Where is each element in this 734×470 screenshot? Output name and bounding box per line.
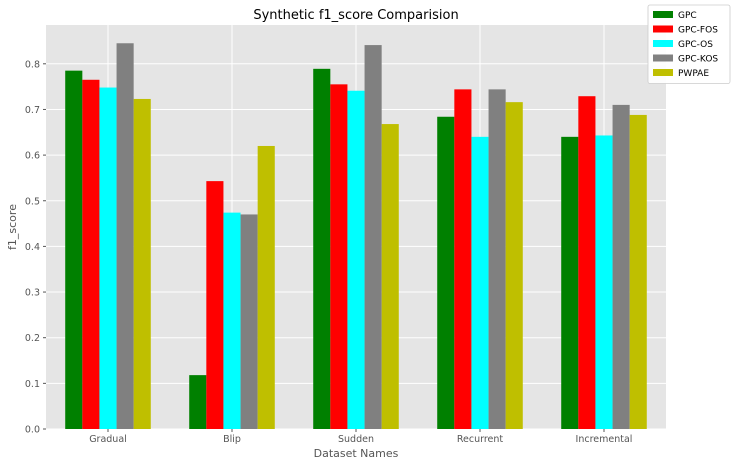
bar-gpc-kos-sudden bbox=[364, 45, 382, 429]
legend-box bbox=[647, 4, 731, 84]
y-tick-label: 0.7 bbox=[25, 105, 40, 116]
bar-gpc-fos-sudden bbox=[330, 84, 348, 429]
bar-gpc-fos-recurrent bbox=[454, 89, 472, 430]
y-tick-label: 0.1 bbox=[25, 379, 40, 390]
legend-swatch bbox=[653, 11, 673, 18]
legend-label: GPC-KOS bbox=[678, 55, 718, 65]
bar-gpc-os-blip bbox=[223, 212, 241, 429]
legend-label: GPC-FOS bbox=[678, 26, 718, 36]
bars-layer bbox=[65, 43, 647, 430]
y-tick-label: 0.8 bbox=[25, 59, 40, 70]
bar-pwpae-recurrent bbox=[505, 102, 523, 430]
y-axis-label: f1_score bbox=[6, 204, 19, 250]
x-axis-label: Dataset Names bbox=[314, 447, 399, 460]
legend-swatch bbox=[653, 25, 673, 33]
bar-gpc-incremental bbox=[561, 136, 579, 430]
bar-gpc-fos-incremental bbox=[578, 96, 596, 429]
legend-swatch bbox=[653, 54, 673, 62]
x-tick-label: Incremental bbox=[576, 434, 633, 445]
x-tick-label: Blip bbox=[223, 434, 241, 445]
bar-gpc-kos-incremental bbox=[612, 104, 630, 429]
bar-gpc-os-incremental bbox=[595, 135, 613, 429]
y-tick-label: 0.3 bbox=[25, 288, 40, 299]
bar-gpc-blip bbox=[189, 375, 207, 429]
legend: GPC GPC-FOS GPC-OS GPC-KOS PWPAE bbox=[647, 4, 731, 84]
x-ticks: Gradual Blip Sudden Recurrent Incremental bbox=[89, 429, 632, 445]
x-tick-label: Sudden bbox=[338, 434, 374, 445]
y-ticks: 0.0 0.1 0.2 0.3 0.4 0.5 0.6 0.7 0.8 bbox=[25, 59, 46, 436]
legend-swatch bbox=[653, 69, 673, 76]
legend-label: GPC bbox=[678, 11, 697, 21]
legend-swatch bbox=[653, 40, 673, 47]
bar-gpc-os-gradual bbox=[99, 87, 117, 430]
bar-gpc-recurrent bbox=[437, 116, 455, 430]
bar-gpc-os-recurrent bbox=[471, 136, 489, 430]
bar-pwpae-incremental bbox=[629, 114, 647, 430]
y-tick-label: 0.4 bbox=[25, 242, 40, 253]
bar-pwpae-gradual bbox=[133, 98, 151, 429]
bar-pwpae-sudden bbox=[381, 124, 399, 430]
bar-gpc-kos-recurrent bbox=[488, 89, 506, 430]
bar-gpc-fos-gradual bbox=[82, 79, 100, 429]
y-tick-label: 0.0 bbox=[25, 425, 40, 436]
chart-title: Synthetic f1_score Comparision bbox=[253, 8, 458, 23]
bar-pwpae-blip bbox=[257, 145, 275, 430]
bar-gpc-kos-gradual bbox=[116, 43, 134, 429]
bar-gpc-fos-blip bbox=[206, 181, 224, 429]
x-tick-label: Gradual bbox=[89, 434, 127, 445]
legend-label: PWPAE bbox=[678, 69, 709, 79]
y-tick-label: 0.2 bbox=[25, 333, 40, 344]
x-tick-label: Recurrent bbox=[457, 434, 504, 445]
bar-gpc-gradual bbox=[65, 70, 83, 429]
bar-gpc-os-sudden bbox=[347, 90, 365, 429]
bar-gpc-sudden bbox=[313, 68, 331, 429]
y-tick-label: 0.5 bbox=[25, 196, 40, 207]
legend-label: GPC-OS bbox=[678, 40, 713, 50]
bar-gpc-kos-blip bbox=[240, 214, 258, 429]
y-tick-label: 0.6 bbox=[25, 151, 40, 162]
